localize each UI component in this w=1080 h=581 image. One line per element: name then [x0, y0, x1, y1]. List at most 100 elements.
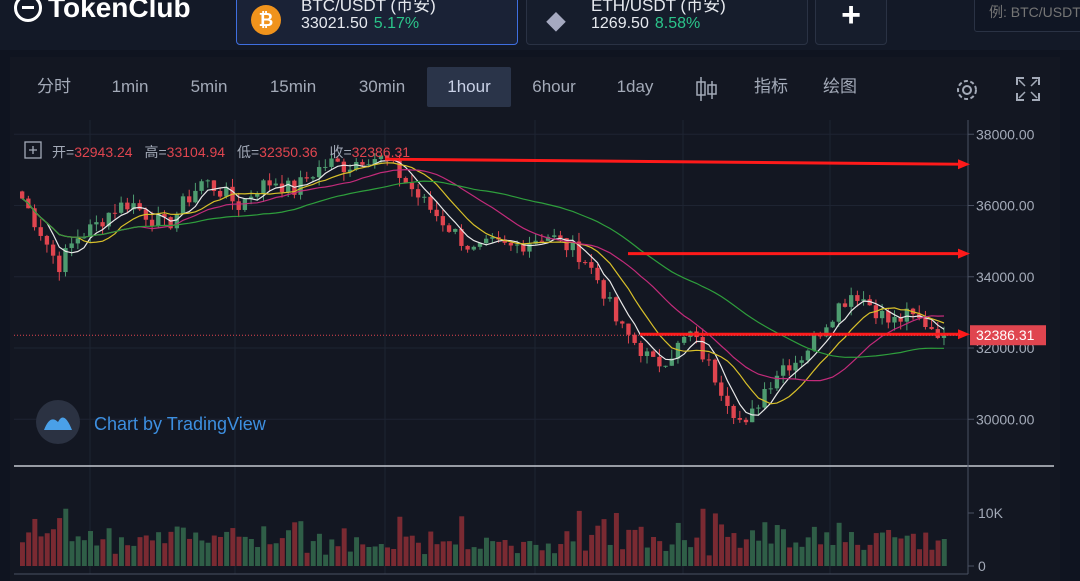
- volume-bar: [131, 545, 137, 566]
- tradingview-watermark[interactable]: Chart by TradingView: [36, 400, 267, 444]
- candle: [700, 337, 705, 360]
- volume-bar: [514, 553, 520, 566]
- interval-5min[interactable]: 5min: [190, 77, 228, 96]
- candle: [539, 240, 545, 242]
- volume-bar: [50, 529, 56, 566]
- volume-bar: [570, 541, 576, 566]
- last-price-label: 32386.31: [976, 327, 1035, 343]
- volume-bar: [360, 544, 366, 566]
- gear-icon[interactable]: [952, 75, 982, 105]
- candle: [725, 395, 730, 406]
- volume-bar: [552, 553, 558, 566]
- candle: [125, 202, 130, 210]
- candle: [329, 158, 334, 167]
- interval-fenshi[interactable]: 分时: [37, 77, 71, 96]
- volume-bar: [279, 538, 285, 566]
- svg-text:开=32943.24 高=33104.94: 开=32943.24 高=33104.94 低=32350.36 收=32386…: [52, 144, 410, 160]
- candle: [601, 280, 606, 299]
- candle: [484, 238, 489, 244]
- volume-bar: [898, 538, 904, 566]
- candle: [712, 359, 718, 383]
- interval-15min[interactable]: 15min: [269, 77, 317, 96]
- candle: [69, 243, 74, 249]
- candle: [44, 235, 50, 245]
- candle: [378, 155, 384, 160]
- volume-bar: [267, 544, 273, 566]
- candle: [904, 308, 910, 322]
- indicators-button[interactable]: 指标: [754, 77, 788, 96]
- volume-bar: [118, 537, 124, 566]
- volume-bar: [453, 544, 459, 566]
- candle: [477, 243, 483, 247]
- volume-bar: [836, 522, 842, 566]
- fullscreen-icon[interactable]: [1014, 75, 1042, 103]
- candle: [514, 244, 520, 246]
- volume-bar: [533, 544, 539, 566]
- add-pair-button[interactable]: +: [815, 0, 887, 45]
- volume-bar: [731, 533, 737, 566]
- candle: [63, 248, 68, 273]
- interval-1day[interactable]: 1day: [616, 77, 654, 96]
- legend-toggle-icon[interactable]: [24, 141, 42, 159]
- candle: [211, 180, 217, 191]
- volume-bar: [292, 522, 298, 566]
- candle: [446, 225, 452, 232]
- interval-1min[interactable]: 1min: [111, 77, 149, 96]
- candle: [459, 228, 464, 246]
- candles-icon[interactable]: [694, 75, 718, 103]
- candle: [316, 167, 322, 178]
- drawing-button[interactable]: 绘图: [823, 77, 857, 96]
- ticker-price: 33021.50: [301, 15, 368, 32]
- volume-bar: [187, 538, 192, 566]
- candle: [805, 350, 811, 361]
- volume-bar: [601, 519, 607, 566]
- candle: [156, 214, 161, 227]
- candle: [886, 310, 891, 323]
- price-tick-label: 34000.00: [976, 269, 1035, 285]
- volume-bar: [125, 545, 131, 566]
- volume-bar: [663, 550, 669, 566]
- interval-1hour[interactable]: 1hour: [427, 67, 511, 107]
- volume-bar: [508, 545, 514, 566]
- volume-bar: [750, 530, 755, 566]
- volume-bar: [787, 547, 793, 566]
- volume-bar: [830, 544, 836, 566]
- legend-open-label: 开=: [52, 144, 74, 160]
- volume-bar: [323, 554, 329, 566]
- candle: [620, 321, 625, 324]
- legend-open: 32943.24: [74, 144, 133, 160]
- volume-bar: [607, 544, 613, 566]
- candle: [465, 245, 470, 250]
- price-tick-label: 38000.00: [976, 126, 1035, 142]
- candle: [855, 295, 860, 301]
- annotation-arrow-head: [958, 329, 970, 340]
- interval-6hour[interactable]: 6hour: [532, 77, 576, 96]
- chart-toolbar: 分时 1min 5min 15min 30min 1hour 6hour 1da…: [10, 57, 1060, 119]
- candle: [768, 388, 773, 390]
- volume-bar: [484, 537, 489, 566]
- volume-bar: [403, 536, 409, 566]
- candle: [323, 166, 328, 168]
- logo[interactable]: TokenClub: [14, 0, 191, 24]
- volume-bar: [397, 516, 403, 566]
- interval-30min[interactable]: 30min: [358, 77, 406, 96]
- candle: [657, 356, 662, 367]
- volume-bar: [904, 535, 910, 566]
- volume-bar: [490, 541, 496, 566]
- search-input[interactable]: [974, 0, 1080, 32]
- candle: [434, 209, 439, 217]
- volume-bar: [298, 521, 304, 566]
- candle: [824, 327, 829, 337]
- volume-bar: [26, 532, 32, 566]
- volume-bar: [886, 529, 892, 566]
- candle: [180, 196, 186, 214]
- candle: [335, 158, 340, 162]
- volume-bar: [719, 524, 725, 566]
- candle: [168, 217, 173, 229]
- volume-bar: [935, 540, 941, 566]
- ticker-eth[interactable]: ◆ ETH/USDT (币安) 1269.50 8.58%: [526, 0, 808, 45]
- ticker-btc[interactable]: ₿ BTC/USDT (币安) 33021.50 5.17%: [236, 0, 518, 45]
- volume-bar: [316, 533, 322, 566]
- volume-bar: [205, 542, 211, 566]
